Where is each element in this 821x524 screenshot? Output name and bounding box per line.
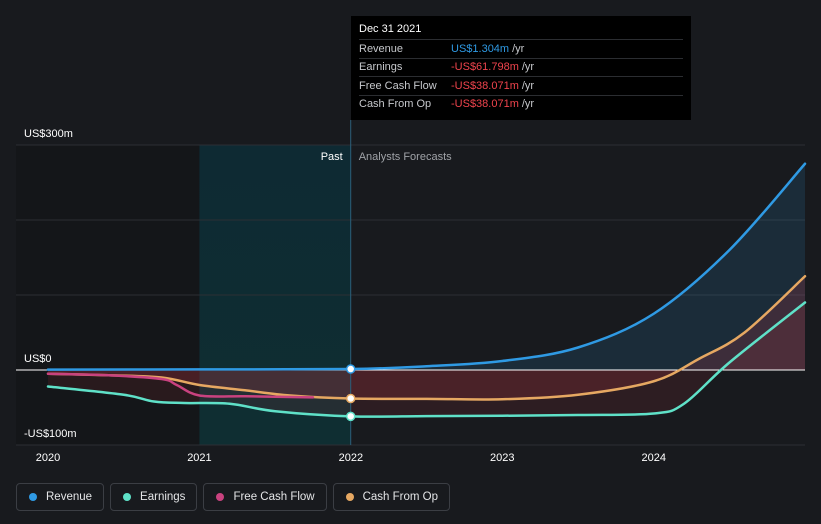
tooltip-row-revenue: Revenue US$1.304m/yr: [359, 39, 683, 58]
line-revenue: [46, 162, 807, 371]
tooltip-value: -US$38.071m: [451, 98, 519, 111]
tooltip-label: Earnings: [359, 61, 403, 74]
x-tick-label: 2024: [641, 452, 665, 464]
legend-item-cash-from-op[interactable]: Cash From Op: [332, 483, 451, 511]
tooltip-value: -US$61.798m: [451, 61, 519, 74]
legend-item-revenue[interactable]: Revenue: [16, 483, 105, 511]
tooltip-date: Dec 31 2021: [359, 23, 422, 35]
x-tick-label: 2021: [187, 452, 211, 464]
legend-item-free-cash-flow[interactable]: Free Cash Flow: [203, 483, 327, 511]
past-label: Past: [321, 151, 343, 163]
legend-label: Earnings: [140, 491, 186, 503]
area-revenue: [48, 163, 805, 370]
free-cash-flow-dot-icon: [216, 493, 225, 501]
area-earnings: [48, 302, 805, 417]
revenue-dot-icon: [29, 493, 37, 501]
tooltip-label: Revenue: [359, 42, 404, 55]
legend: Revenue Earnings Free Cash Flow Cash From O…: [16, 483, 451, 511]
x-tick-label: 2020: [36, 452, 60, 464]
forecast-label: Analysts Forecasts: [359, 151, 452, 163]
cash-from-op-dot-icon: [345, 493, 354, 501]
tooltip-label: Free Cash Flow: [359, 79, 437, 92]
tooltip-unit: /yr: [512, 42, 525, 55]
marker-revenue: [345, 364, 356, 374]
marker-cash-from-op: [345, 393, 356, 404]
tooltip-unit: /yr: [521, 98, 535, 111]
y-tick-label: -US$100m: [24, 428, 77, 440]
marker-earnings: [345, 411, 356, 422]
x-tick-label: 2022: [339, 452, 363, 464]
legend-label: Free Cash Flow: [233, 491, 315, 503]
y-tick-label: US$0: [24, 353, 52, 365]
line-free-cash-flow: [46, 372, 315, 399]
tooltip-unit: /yr: [521, 79, 535, 92]
area-cash-from-op: [48, 276, 805, 400]
tooltip: Dec 31 2021 Revenue US$1.304m/yr Earnings -…: [351, 16, 691, 120]
tooltip-value: -US$38.071m: [451, 79, 519, 92]
line-cash-from-op: [46, 275, 807, 401]
line-earnings: [46, 301, 807, 418]
tooltip-row-earnings: Earnings -US$61.798m/yr: [359, 57, 683, 77]
tooltip-row-cash-from-op: Cash From Op -US$38.071m/yr: [359, 94, 683, 114]
tooltip-value: US$1.304m: [451, 42, 510, 55]
y-tick-label: US$300m: [24, 128, 73, 140]
tooltip-row-free-cash-flow: Free Cash Flow -US$38.071m/yr: [359, 76, 683, 95]
x-tick-label: 2023: [490, 452, 514, 464]
tooltip-label: Cash From Op: [359, 98, 432, 111]
legend-label: Revenue: [46, 491, 93, 503]
legend-label: Cash From Op: [362, 491, 439, 503]
earnings-dot-icon: [123, 493, 132, 501]
legend-item-earnings[interactable]: Earnings: [110, 483, 198, 511]
tooltip-unit: /yr: [521, 61, 535, 74]
